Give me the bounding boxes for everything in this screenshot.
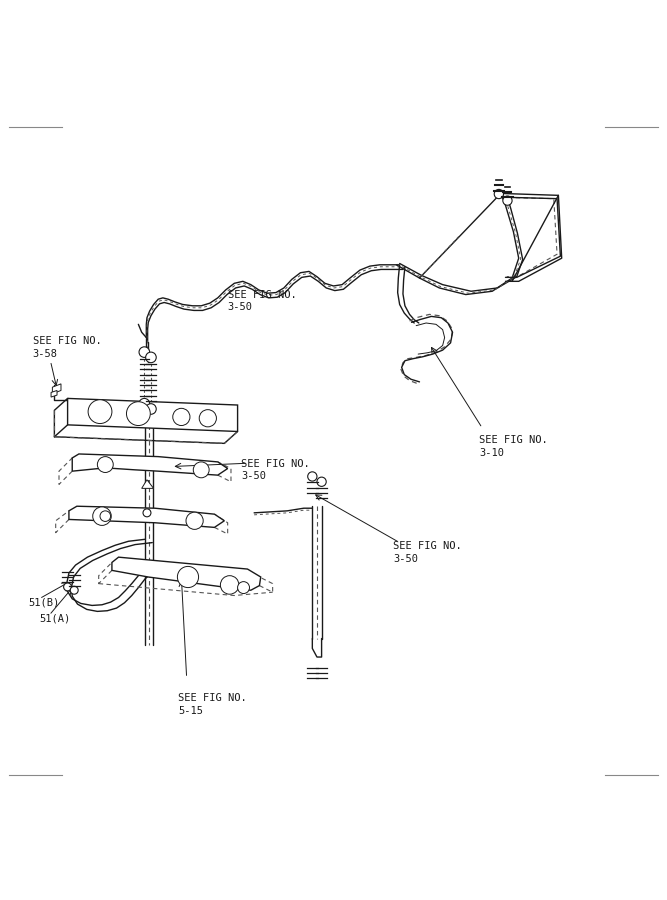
Circle shape xyxy=(139,399,149,409)
Circle shape xyxy=(494,189,504,199)
Circle shape xyxy=(143,508,151,517)
Circle shape xyxy=(97,456,113,472)
Text: SEE FIG NO.
3-50: SEE FIG NO. 3-50 xyxy=(241,459,309,481)
Polygon shape xyxy=(67,399,237,431)
Text: SEE FIG NO.
3-58: SEE FIG NO. 3-58 xyxy=(33,337,101,359)
Circle shape xyxy=(186,512,203,529)
Circle shape xyxy=(317,477,326,486)
Polygon shape xyxy=(53,384,61,394)
Circle shape xyxy=(193,462,209,478)
Circle shape xyxy=(63,583,71,591)
Polygon shape xyxy=(69,506,224,527)
Text: SEE FIG NO.
5-15: SEE FIG NO. 5-15 xyxy=(178,694,247,716)
Circle shape xyxy=(237,581,249,593)
Circle shape xyxy=(145,404,156,414)
Polygon shape xyxy=(112,557,261,590)
Text: SEE FIG NO.
3-50: SEE FIG NO. 3-50 xyxy=(227,290,296,312)
Circle shape xyxy=(199,410,216,427)
Circle shape xyxy=(70,586,78,594)
Circle shape xyxy=(145,352,156,363)
Polygon shape xyxy=(141,480,153,489)
Text: 51(A): 51(A) xyxy=(39,614,71,624)
Text: SEE FIG NO.
3-10: SEE FIG NO. 3-10 xyxy=(479,436,548,458)
Circle shape xyxy=(93,507,111,526)
Polygon shape xyxy=(72,454,227,475)
Circle shape xyxy=(220,576,239,594)
Circle shape xyxy=(177,566,199,588)
Circle shape xyxy=(503,196,512,205)
Circle shape xyxy=(127,401,150,426)
Text: SEE FIG NO.
3-50: SEE FIG NO. 3-50 xyxy=(393,541,462,563)
Polygon shape xyxy=(51,391,57,397)
Circle shape xyxy=(307,472,317,482)
Circle shape xyxy=(100,511,111,521)
Circle shape xyxy=(173,409,190,426)
Circle shape xyxy=(139,346,149,357)
Text: 51(B): 51(B) xyxy=(28,597,59,608)
Circle shape xyxy=(88,400,112,424)
